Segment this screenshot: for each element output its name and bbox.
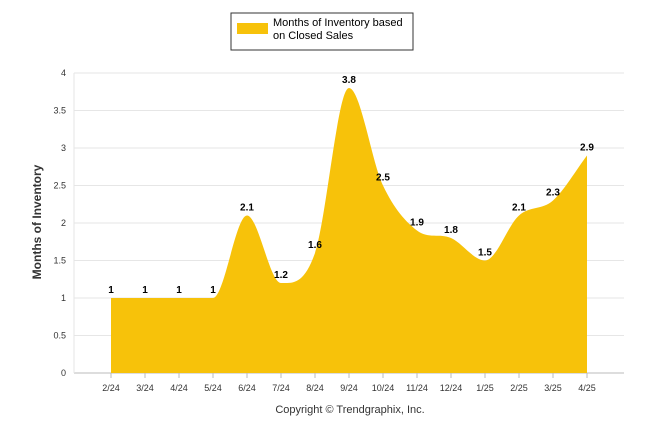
x-tick-label: 8/24: [306, 383, 324, 393]
data-label: 2.3: [546, 188, 560, 199]
data-label: 2.5: [376, 173, 390, 184]
copyright-footer: Copyright © Trendgraphix, Inc.: [275, 404, 424, 416]
y-tick-label: 3.5: [53, 106, 66, 116]
legend-line-1: Months of Inventory based: [273, 17, 403, 29]
x-tick-label: 5/24: [204, 383, 222, 393]
x-axis-ticks: 2/24 3/24 4/24 5/24 6/24 7/24 8/24 9/24 10/24 11/…: [102, 373, 596, 393]
x-tick-label: 11/24: [406, 383, 428, 393]
data-label: 3.8: [342, 75, 356, 86]
series-area: [111, 88, 587, 373]
y-axis-ticks: 0 0.5 1 1.5 2 2.5 3 3.5 4: [53, 68, 66, 378]
y-tick-label: 1.5: [53, 256, 66, 266]
x-tick-label: 1/25: [476, 383, 494, 393]
data-label: 1.8: [444, 225, 458, 236]
y-tick-label: 4: [61, 68, 66, 78]
data-label: 1.2: [274, 270, 288, 281]
data-label: 1.9: [410, 218, 424, 229]
y-tick-label: 0: [61, 368, 66, 378]
data-labels: 1 1 1 1 2.1 1.2 1.6 3.8 2.5 1.9 1.8 1.5 2.1 2.3 2.9: [108, 75, 594, 296]
data-label: 1.6: [308, 240, 322, 251]
data-label: 2.1: [240, 203, 254, 214]
legend-swatch: [237, 23, 268, 34]
data-label: 1: [142, 285, 148, 296]
legend-line-2: on Closed Sales: [273, 30, 354, 42]
y-axis-title: Months of Inventory: [30, 164, 44, 279]
data-label: 2.9: [580, 143, 594, 154]
legend[interactable]: Months of Inventory based on Closed Sale…: [230, 12, 414, 51]
x-tick-label: 6/24: [238, 383, 256, 393]
data-label: 1: [108, 285, 114, 296]
x-tick-label: 3/25: [544, 383, 562, 393]
y-tick-label: 0.5: [53, 331, 66, 341]
data-label: 1: [176, 285, 182, 296]
x-tick-label: 2/25: [510, 383, 528, 393]
x-tick-label: 4/24: [170, 383, 188, 393]
y-tick-label: 3: [61, 143, 66, 153]
data-label: 1: [210, 285, 216, 296]
x-tick-label: 4/25: [578, 383, 596, 393]
y-tick-label: 1: [61, 293, 66, 303]
x-tick-label: 2/24: [102, 383, 120, 393]
data-label: 2.1: [512, 203, 526, 214]
x-tick-label: 12/24: [440, 383, 463, 393]
data-label: 1.5: [478, 248, 492, 259]
x-tick-label: 3/24: [136, 383, 154, 393]
x-tick-label: 7/24: [272, 383, 290, 393]
x-tick-label: 10/24: [372, 383, 395, 393]
y-tick-label: 2: [61, 218, 66, 228]
x-tick-label: 9/24: [340, 383, 358, 393]
y-tick-label: 2.5: [53, 181, 66, 191]
